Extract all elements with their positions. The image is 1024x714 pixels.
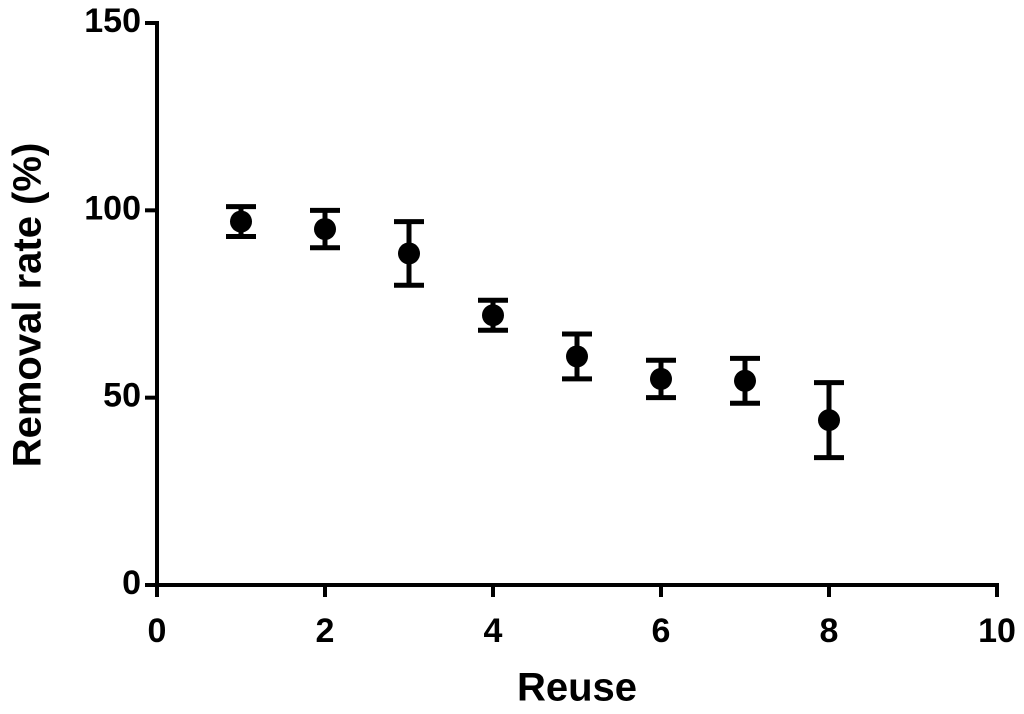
point [650, 367, 672, 390]
y-axis-title: Removal rate (%) [6, 143, 50, 468]
point [566, 345, 588, 368]
point [818, 409, 840, 432]
point [734, 369, 756, 392]
y-tick-label: 150 [84, 2, 141, 40]
y-tick-label: 100 [84, 189, 141, 227]
point [230, 210, 252, 233]
x-tick-label: 6 [652, 612, 671, 650]
x-tick-label: 4 [484, 612, 503, 650]
x-axis-title: Reuse [517, 666, 637, 710]
point [398, 242, 420, 265]
y-tick-label: 0 [122, 564, 141, 602]
x-tick-label: 0 [148, 612, 167, 650]
y-tick-label: 50 [103, 377, 141, 415]
x-tick-label: 8 [820, 612, 839, 650]
point [314, 218, 336, 241]
x-tick-label: 2 [316, 612, 335, 650]
point [482, 304, 504, 327]
x-tick-label: 10 [978, 612, 1016, 650]
